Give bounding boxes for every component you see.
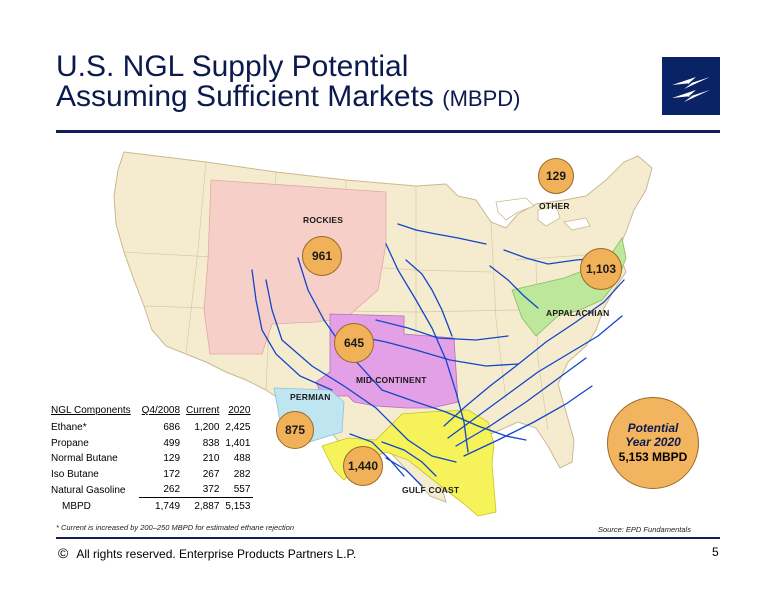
row-label: Natural Gasoline (51, 484, 126, 496)
cell-current: 210 (202, 453, 220, 465)
potential-2020-callout: Potential Year 2020 5,153 MBPD (607, 397, 699, 489)
table-row: Natural Gasoline 262 372 557 (48, 482, 253, 498)
copyright-text: All rights reserved. Enterprise Products… (76, 547, 357, 561)
row-label: Iso Butane (51, 469, 99, 481)
total-current: 2,887 (183, 497, 223, 514)
company-logo (662, 57, 720, 115)
header-current: Current (186, 405, 220, 416)
region-rockies (203, 179, 387, 355)
cell-current: 838 (202, 437, 220, 449)
row-label: Ethane* (51, 422, 87, 434)
cell-current: 267 (202, 469, 220, 481)
header-2020: 2020 (228, 405, 251, 416)
bubble-mid-continent: 645 (334, 323, 374, 363)
region-label-other: OTHER (539, 201, 570, 211)
title-divider (56, 130, 720, 133)
row-label: Normal Butane (51, 453, 118, 465)
bubble-rockies: 961 (302, 236, 342, 276)
table-row: Propane 499 838 1,401 (48, 436, 253, 452)
copyright-notice: © All rights reserved. Enterprise Product… (58, 545, 356, 561)
potential-line-2: Year 2020 (625, 435, 681, 449)
row-label: Propane (51, 437, 89, 449)
cell-2020: 557 (233, 484, 251, 496)
potential-total: 5,153 MBPD (619, 449, 688, 465)
cell-q4-2008: 499 (163, 437, 181, 449)
lightning-bolt-logo-icon (672, 77, 710, 102)
cell-current: 372 (202, 484, 220, 496)
footnote: * Current is increased by 200–250 MBPD f… (56, 523, 295, 532)
cell-q4-2008: 172 (163, 469, 181, 481)
slide-title: U.S. NGL Supply Potential Assuming Suffi… (56, 52, 646, 114)
region-label-mid-continent: MID-CONTINENT (356, 375, 427, 385)
bubble-gulf-coast: 1,440 (343, 446, 383, 486)
potential-value: 5,153 (618, 450, 649, 464)
cell-q4-2008: 129 (163, 453, 181, 465)
cell-q4-2008: 262 (163, 484, 181, 496)
cell-2020: 488 (233, 453, 251, 465)
bubble-permian: 875 (276, 411, 314, 449)
footer-divider (56, 537, 720, 539)
source-note: Source: EPD Fundamentals (598, 525, 691, 534)
table-row: Iso Butane 172 267 282 (48, 467, 253, 483)
table-row: Ethane* 686 1,200 2,425 (48, 420, 253, 436)
copyright-icon: © (58, 545, 69, 561)
table-total-row: MBPD 1,749 2,887 5,153 (48, 497, 254, 514)
page-number: 5 (712, 545, 719, 559)
bubble-other: 129 (538, 158, 574, 194)
bubble-appalachian: 1,103 (580, 248, 622, 290)
title-line-1: U.S. NGL Supply Potential (56, 50, 409, 83)
region-label-rockies: ROCKIES (303, 215, 344, 225)
total-label: MBPD (62, 501, 91, 513)
table-row: Normal Butane 129 210 488 (48, 451, 253, 467)
region-label-appalachian: APPALACHIAN (546, 308, 610, 318)
total-q4-2008: 1,749 (138, 497, 184, 514)
potential-line-1: Potential (627, 421, 679, 435)
header-q4-2008: Q4/2008 (141, 405, 181, 416)
cell-2020: 282 (233, 469, 251, 481)
header-components: NGL Components (51, 405, 131, 416)
region-label-gulf-coast: GULF COAST (402, 485, 460, 495)
cell-2020: 2,425 (225, 422, 251, 434)
ngl-components-table: NGL Components Q4/2008 Current 2020 Etha… (48, 403, 254, 514)
total-2020: 5,153 (222, 497, 254, 514)
title-unit: (MBPD) (442, 86, 521, 111)
region-label-permian: PERMIAN (290, 392, 331, 402)
cell-2020: 1,401 (225, 437, 251, 449)
title-line-2: Assuming Sufficient Markets (MBPD) (56, 82, 646, 114)
table-header-row: NGL Components Q4/2008 Current 2020 (48, 403, 253, 420)
cell-current: 1,200 (194, 422, 220, 434)
title-line-2-text: Assuming Sufficient Markets (56, 80, 434, 113)
potential-unit: MBPD (652, 450, 688, 464)
pipelines (251, 223, 625, 487)
great-lakes (495, 197, 591, 231)
cell-q4-2008: 686 (163, 422, 181, 434)
